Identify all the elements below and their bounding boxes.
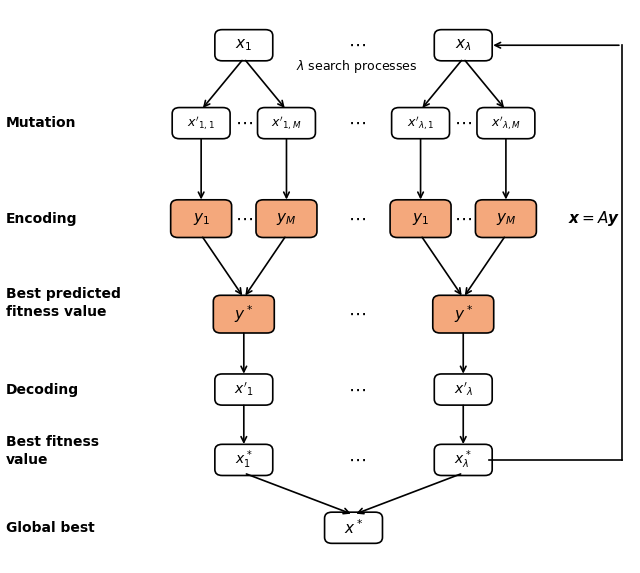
Text: $\cdots$: $\cdots$	[454, 210, 472, 227]
Text: $x'_1$: $x'_1$	[234, 380, 253, 398]
FancyBboxPatch shape	[215, 30, 273, 61]
Text: $\cdots$: $\cdots$	[348, 380, 365, 399]
Text: $x'_{\lambda,1}$: $x'_{\lambda,1}$	[407, 114, 435, 132]
Text: $x^*_\lambda$: $x^*_\lambda$	[454, 449, 472, 471]
Text: $\cdots$: $\cdots$	[454, 114, 472, 132]
Text: $y_1$: $y_1$	[412, 211, 429, 227]
Text: $x^*_1$: $x^*_1$	[235, 449, 253, 471]
Text: $\lambda$ search processes: $\lambda$ search processes	[296, 58, 417, 75]
Text: $x_1$: $x_1$	[236, 37, 252, 53]
Text: $\cdots$: $\cdots$	[348, 305, 365, 323]
FancyBboxPatch shape	[390, 200, 451, 237]
FancyBboxPatch shape	[324, 512, 383, 543]
Text: $\cdots$: $\cdots$	[348, 210, 365, 227]
FancyBboxPatch shape	[433, 295, 493, 333]
Text: Best predicted
fitness value: Best predicted fitness value	[6, 287, 121, 319]
FancyBboxPatch shape	[172, 108, 230, 139]
Text: $\cdots$: $\cdots$	[348, 114, 365, 132]
Text: $x_\lambda$: $x_\lambda$	[455, 37, 472, 53]
Text: $y^*$: $y^*$	[454, 303, 473, 325]
Text: $y^*$: $y^*$	[234, 303, 253, 325]
FancyBboxPatch shape	[477, 108, 535, 139]
FancyBboxPatch shape	[435, 374, 492, 405]
Text: $x'_{\lambda,M}$: $x'_{\lambda,M}$	[491, 114, 521, 132]
Text: $x^*$: $x^*$	[344, 519, 363, 537]
FancyBboxPatch shape	[215, 444, 273, 476]
Text: $x'_{1,1}$: $x'_{1,1}$	[187, 114, 215, 132]
Text: $y_1$: $y_1$	[193, 211, 210, 227]
FancyBboxPatch shape	[256, 200, 317, 237]
Text: Mutation: Mutation	[6, 116, 77, 130]
Text: $\cdots$: $\cdots$	[348, 451, 365, 469]
Text: Decoding: Decoding	[6, 383, 79, 397]
FancyBboxPatch shape	[476, 200, 536, 237]
Text: $\cdots$: $\cdots$	[348, 36, 365, 54]
Text: $x'_\lambda$: $x'_\lambda$	[454, 380, 473, 398]
Text: Encoding: Encoding	[6, 211, 77, 226]
FancyBboxPatch shape	[171, 200, 232, 237]
Text: $\cdots$: $\cdots$	[235, 114, 253, 132]
Text: Best fitness
value: Best fitness value	[6, 435, 99, 467]
FancyBboxPatch shape	[257, 108, 316, 139]
FancyBboxPatch shape	[392, 108, 449, 139]
Text: $\cdots$: $\cdots$	[235, 210, 253, 227]
FancyBboxPatch shape	[213, 295, 275, 333]
FancyBboxPatch shape	[435, 444, 492, 476]
Text: $x'_{1,M}$: $x'_{1,M}$	[271, 114, 301, 132]
Text: $y_M$: $y_M$	[276, 211, 296, 227]
Text: $y_M$: $y_M$	[496, 211, 516, 227]
Text: $\boldsymbol{x} = A\boldsymbol{y}$: $\boldsymbol{x} = A\boldsymbol{y}$	[568, 209, 620, 228]
Text: Global best: Global best	[6, 521, 95, 535]
FancyBboxPatch shape	[215, 374, 273, 405]
FancyBboxPatch shape	[435, 30, 492, 61]
